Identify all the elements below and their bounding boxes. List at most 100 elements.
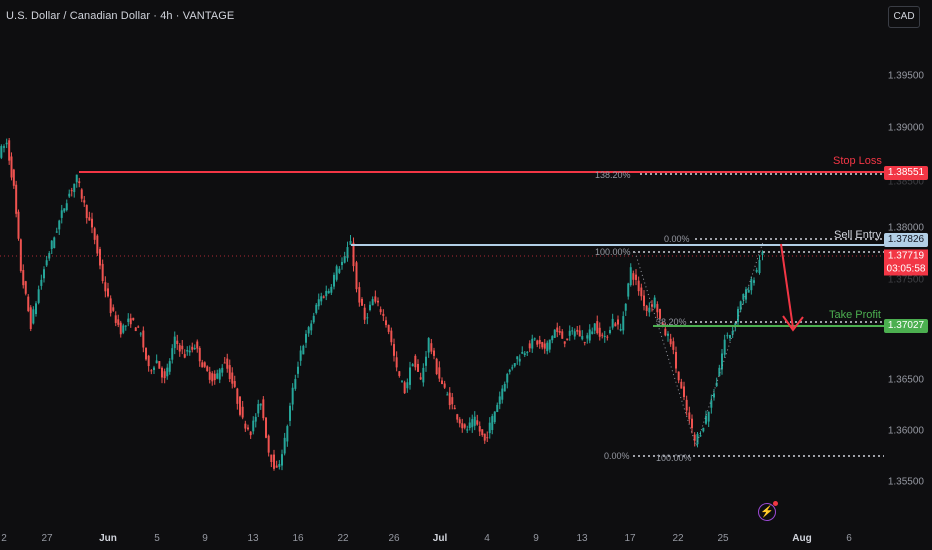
candle-body [17, 211, 20, 239]
candle-body [114, 315, 117, 323]
candle-body [363, 307, 366, 320]
candle-body [596, 321, 599, 334]
candle-body [521, 352, 524, 354]
candle-body [672, 341, 675, 350]
x-tick-label: Jun [99, 533, 117, 544]
candle-body [685, 399, 688, 411]
candle-body [213, 373, 216, 381]
y-tick-label: 1.37500 [887, 274, 924, 286]
candle-body [433, 350, 435, 356]
candle-body [55, 231, 58, 233]
candle-body [150, 370, 153, 372]
candle-body [583, 342, 586, 344]
candle-body [691, 418, 693, 429]
candle-body [563, 341, 566, 344]
fib-label: 0.00% [664, 234, 690, 244]
currency-button[interactable]: CAD [888, 6, 920, 28]
candle-body [609, 330, 611, 334]
candle-body [37, 289, 40, 303]
candle-body [73, 183, 76, 193]
candle-body [226, 358, 229, 369]
y-tick-label: 1.39000 [887, 122, 924, 134]
candle-body [476, 420, 479, 425]
candle-body [561, 331, 564, 339]
candle-body [139, 333, 142, 335]
candle-body [471, 419, 474, 428]
candle-body [270, 454, 273, 463]
candle-body [721, 353, 723, 370]
candle-body [155, 360, 158, 364]
candle-body [63, 208, 66, 212]
candle-body [750, 279, 753, 291]
x-tick-label: 27 [41, 533, 53, 544]
candle-body [191, 346, 194, 350]
candle-body [377, 300, 379, 303]
alert-button[interactable]: ⚡ [758, 501, 778, 521]
x-tick-label: 5 [154, 533, 160, 544]
candle-body [355, 262, 358, 290]
candle-body [24, 281, 27, 294]
candle-body [330, 286, 333, 293]
candle-body [96, 235, 99, 254]
candle-body [361, 298, 363, 306]
candle-body [702, 427, 705, 432]
candle-body [603, 335, 606, 338]
candle-body [581, 336, 584, 340]
candle-body [435, 358, 438, 375]
candle-body [425, 356, 427, 366]
candle-body [291, 387, 294, 405]
candle-body [718, 367, 721, 377]
candle-body [611, 318, 614, 328]
candle-body [513, 363, 516, 367]
candle-body [163, 371, 166, 379]
y-tick-label: 1.39500 [887, 70, 924, 82]
candle-body [3, 146, 5, 148]
candle-body [461, 423, 464, 429]
candle-body [241, 406, 244, 418]
candle-body [188, 350, 191, 353]
candle-body [294, 379, 297, 389]
candle-body [707, 411, 710, 422]
candle-body [713, 393, 715, 398]
candle-body [129, 318, 132, 325]
candle-body [267, 435, 270, 453]
candle-body [643, 295, 645, 307]
candle-body [85, 205, 88, 219]
candle-body [403, 382, 406, 394]
candle-body [231, 372, 234, 384]
candle-body [198, 348, 201, 362]
x-tick-label: 9 [533, 533, 539, 544]
candle-body [745, 289, 747, 300]
candle-body [228, 365, 231, 380]
candle-body [556, 327, 559, 332]
candle-body [468, 422, 471, 429]
candle-body [387, 324, 390, 332]
candle-body [315, 304, 318, 314]
candle-body [528, 343, 531, 349]
candle-body [493, 411, 496, 423]
candle-body [346, 247, 349, 259]
candle-body [538, 339, 541, 344]
candle-body [168, 361, 171, 372]
candle-body [680, 381, 683, 389]
candle-body [43, 269, 45, 279]
candle-body [53, 237, 56, 248]
candle-body [22, 270, 25, 286]
candle-body [80, 189, 83, 199]
candle-body [648, 307, 651, 313]
countdown-tag: 03:05:58 [884, 262, 928, 276]
stop-loss-price-tag: 1.38551 [884, 166, 928, 180]
fib-label: 0.00% [604, 451, 630, 461]
candle-body [12, 169, 15, 186]
candle-body [88, 217, 91, 221]
candle-body [233, 380, 236, 387]
candle-body [614, 323, 617, 327]
candle-body [302, 345, 305, 355]
candle-body [693, 434, 696, 441]
projection-arrowhead [782, 315, 804, 332]
candle-body [516, 356, 519, 360]
candle-body [645, 305, 648, 311]
candle-body [737, 309, 739, 323]
candle-body [247, 427, 249, 430]
